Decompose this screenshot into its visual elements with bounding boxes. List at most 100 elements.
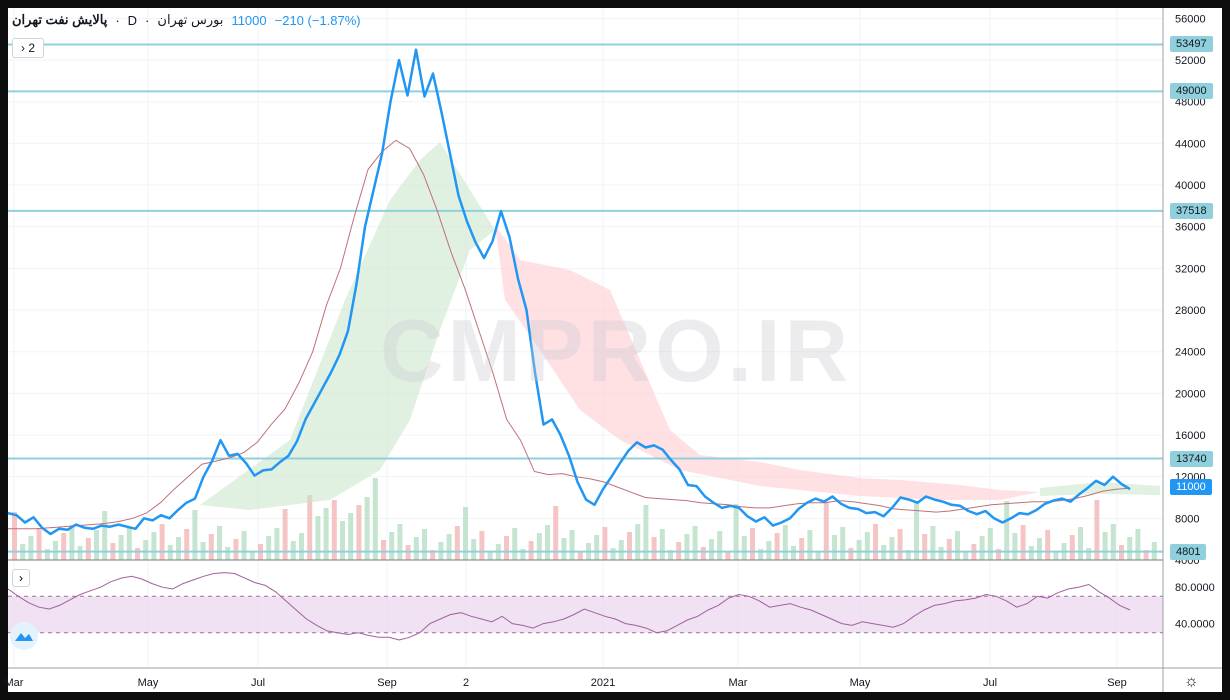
volume-bar [815,551,821,560]
volume-bar [331,500,337,560]
y-tick-label: 52000 [1175,55,1206,67]
y-tick-label: 40000 [1175,180,1206,192]
volume-bar [266,536,272,560]
volume-bar [446,534,452,560]
x-tick-label: May [138,677,159,689]
volume-bar [290,541,296,560]
interval-label: D [127,12,138,28]
volume-bar [922,534,928,560]
volume-bar [487,552,493,560]
volume-bar [791,546,796,560]
volume-bar [471,539,477,560]
volume-bar [709,539,714,560]
last-price: 11000 [231,12,267,28]
x-tick-label: Mar [5,677,24,689]
watermark: CMPRO.IR [380,301,852,400]
price-series-line [7,48,1131,536]
volume-bar [126,527,132,560]
volume-bar [938,547,944,560]
volume-bar [733,504,739,560]
volume-bar [840,527,846,560]
volume-bar [963,552,969,560]
gear-icon[interactable]: ☼ [1184,673,1199,690]
y-tick-label: 32000 [1175,263,1206,275]
volume-bar [717,531,723,560]
rsi-tick-label: 40.0000 [1175,619,1215,631]
volume-bar [1020,525,1026,560]
volume-bar [807,530,813,560]
volume-bar [135,548,140,560]
volume-bar [725,552,731,560]
volume-bar [528,541,534,560]
volume-bar [659,529,665,560]
volume-bar [635,524,641,560]
volume-bar [823,503,829,560]
cloud-bullish [1040,482,1160,496]
volume-bar [750,528,755,560]
volume-bar [430,550,436,560]
volume-bar [274,528,280,560]
moving-average-line [8,139,1131,530]
level-tag: 4801 [1170,543,1207,560]
legend-separator: · [115,12,120,28]
volume-bar [905,550,911,560]
volume-bar [766,541,772,560]
volume-bar [12,512,17,560]
volume-bar [627,532,632,560]
indicator-collapse-button[interactable]: › 2 [12,38,44,58]
volume-bar [512,528,518,560]
x-tick-label: Jul [983,677,997,689]
y-tick-label: 16000 [1175,430,1206,442]
volume-bar [233,539,239,560]
cloud-bearish [495,225,1040,500]
volume-bar [381,540,386,560]
pane-count: 2 [28,41,36,55]
volume-bar [741,536,747,560]
volume-bar [684,534,690,560]
volume-bar [28,536,34,560]
volume-bar [217,526,222,560]
rsi-band [8,596,1163,633]
volume-bar [774,533,780,560]
x-tick-label: May [850,677,871,689]
volume-bar [848,548,854,560]
price-line [7,48,1131,536]
volume-bar [225,547,231,560]
volume-bar [520,549,526,560]
volume-bar [930,526,936,560]
axes: 5600052000480004400040000360003200028000… [5,8,1222,692]
volume-bar [553,506,559,560]
volume-bar [340,521,345,560]
volume-bar [192,510,198,560]
gridlines [8,8,1163,668]
last-price-tag: 11000 [1170,479,1212,496]
volume-bar [1028,546,1034,560]
rsi-collapse-button[interactable]: › [12,569,30,587]
y-tick-label: 8000 [1175,513,1199,525]
volume-bar [782,525,788,560]
volume-bar [873,524,878,560]
volume-bar [151,532,157,560]
tradingview-logo-icon[interactable] [10,622,38,650]
symbol-legend[interactable]: پالایش نفت تهران · D · بورس تهران 11000 … [12,12,361,28]
volume-bar [987,528,993,560]
y-tick-label: 36000 [1175,222,1206,234]
volume-bar [545,525,550,560]
volume-bar [602,527,608,560]
rsi-tick-label: 80.0000 [1175,582,1215,594]
volume-bar [692,526,698,560]
volume-bar [53,541,58,560]
ichimoku-cloud [200,142,1160,510]
volume-bar [1069,535,1075,560]
volume-bar [454,526,460,560]
volume-bar [479,531,485,560]
volume-bar [413,537,419,560]
volume-bar [758,549,764,560]
volume-bar [643,505,649,560]
cloud-bullish [200,142,495,510]
level-tag: 37518 [1170,202,1213,219]
volume-bars [12,478,1157,560]
volume-bar [1078,527,1083,560]
